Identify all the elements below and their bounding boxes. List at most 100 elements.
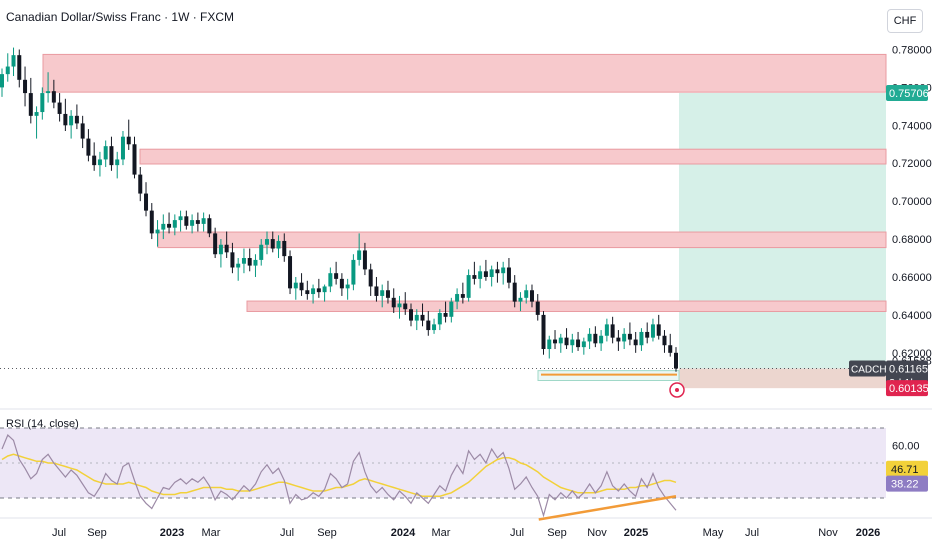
candle [541,311,546,355]
candle-body [51,91,56,103]
candle-body [155,229,160,234]
candle [178,210,183,232]
candle [443,301,448,323]
candle-body [207,218,212,234]
candle [414,309,419,331]
price-tick-label: 0.68000 [892,234,932,246]
candle-body [599,335,604,344]
candle-body [299,282,304,291]
candle-body [264,239,269,245]
candle-body [478,271,483,279]
candle-body [362,250,367,270]
candle [645,322,650,344]
stop-price-label: 0.60135 [889,383,929,395]
candle-body [288,256,293,289]
candle-body [524,290,529,298]
candle [501,261,506,285]
candle-body [34,112,39,116]
candle-body [512,282,517,302]
candle [293,276,298,300]
target-zone [679,92,886,369]
candle-body [449,301,454,317]
symbol-tag-box [849,360,886,377]
candle-body [259,244,264,260]
time-tick-label: 2026 [856,527,880,539]
candle-body [587,333,592,342]
candle-body [46,91,51,94]
time-tick-label: 2025 [624,527,648,539]
candle [138,167,143,202]
candle [161,214,166,240]
candle-body [126,136,131,145]
candles-layer [0,47,678,372]
candle-body [322,286,327,293]
candle [144,182,149,217]
candle [264,231,269,255]
candle [529,284,534,308]
candle-body [645,331,650,338]
candle-body [483,271,488,277]
candle [610,316,615,344]
rsi-trendline [538,495,677,521]
rsi-pane: RSI (14, close) [0,418,886,521]
candle-body [403,303,408,310]
candle [311,284,316,304]
candle-body [529,290,534,302]
candle [115,151,120,179]
candle-body [247,258,252,266]
candle [109,136,114,171]
candle-body [570,339,575,346]
candle [299,273,304,296]
stop-price-label-box [886,380,928,397]
candle [351,254,356,291]
price-tick-label: 0.70000 [892,196,932,208]
candle-body [604,324,609,336]
candle [259,239,264,266]
candle [437,309,442,331]
candle-body [201,218,206,224]
candle [11,47,16,77]
candle [403,292,408,315]
candle [460,282,465,304]
candle [103,140,108,168]
candle [282,233,287,262]
candle [604,318,609,342]
candle [518,292,523,312]
candle [455,288,460,310]
candle-body [149,210,154,234]
candle-body [610,324,615,338]
candle-body [144,193,149,211]
candle-body [460,294,465,298]
candle [23,66,28,107]
candle-body [593,333,598,344]
candle [633,331,638,353]
stop-zone [679,368,886,389]
currency-button[interactable]: CHF [887,9,923,33]
time-tick-label: 2023 [160,527,184,539]
time-tick-label: Jul [745,527,759,539]
rsi-title: RSI (14, close) [6,418,79,430]
candle [593,326,598,348]
price-tick-label: 0.62000 [892,348,932,360]
candle-body [161,223,166,230]
candle-body [167,223,172,228]
candle-body [97,159,102,166]
candle [34,106,39,139]
candle-body [23,79,28,94]
candle-body [391,297,396,308]
candle [172,214,177,236]
candle-body [518,297,523,302]
rsi-ma-line [1,453,677,498]
candle-body [472,275,477,279]
candle [207,214,212,238]
target-price-label-box [886,84,928,101]
candle-body [385,290,390,298]
candle-body [74,115,79,124]
candle-body [253,259,258,266]
candle-body [86,138,91,156]
candle-body [506,267,511,283]
candle [57,93,62,122]
candle-body [120,136,125,160]
